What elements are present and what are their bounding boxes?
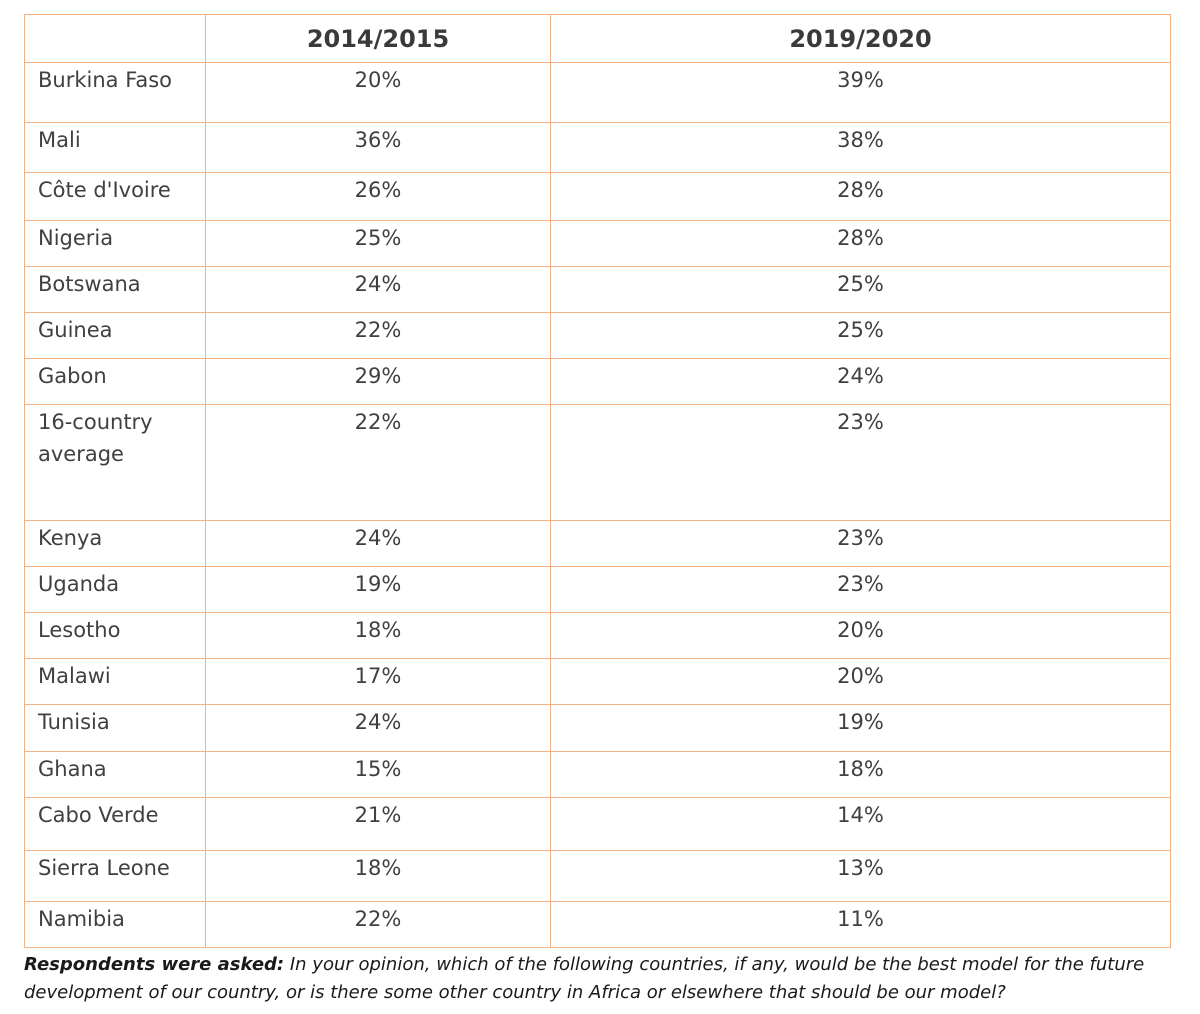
- value-2014-2015-cell: 22%: [205, 901, 551, 948]
- table-row: Ghana 15% 18%: [24, 751, 1171, 798]
- table-row: Burkina Faso 20% 39%: [24, 62, 1171, 123]
- value-2019-2020-cell: 25%: [550, 312, 1171, 359]
- table-row: Malawi 17% 20%: [24, 658, 1171, 705]
- country-cell: Ghana: [24, 751, 206, 798]
- header-cell-2014-2015: 2014/2015: [205, 14, 551, 63]
- country-cell: Malawi: [24, 658, 206, 705]
- survey-question-caption: Respondents were asked: In your opinion,…: [24, 951, 1189, 1007]
- value-2014-2015-cell: 21%: [205, 797, 551, 851]
- value-2014-2015-cell: 18%: [205, 850, 551, 902]
- value-2019-2020-cell: 18%: [550, 751, 1171, 798]
- table-row: Cabo Verde 21% 14%: [24, 797, 1171, 851]
- value-2019-2020-cell: 13%: [550, 850, 1171, 902]
- table-row: Gabon 29% 24%: [24, 358, 1171, 405]
- value-2019-2020-cell: 20%: [550, 612, 1171, 659]
- country-cell: Tunisia: [24, 704, 206, 752]
- value-2019-2020-cell: 38%: [550, 122, 1171, 173]
- value-2019-2020-cell: 14%: [550, 797, 1171, 851]
- value-2019-2020-cell: 23%: [550, 404, 1171, 521]
- value-2014-2015-cell: 24%: [205, 266, 551, 313]
- table-row: Uganda 19% 23%: [24, 566, 1171, 613]
- country-cell: Côte d'Ivoire: [24, 172, 206, 221]
- country-cell: Sierra Leone: [24, 850, 206, 902]
- value-2014-2015-cell: 29%: [205, 358, 551, 405]
- table-row: Guinea 22% 25%: [24, 312, 1171, 359]
- header-row: 2014/2015 2019/2020: [24, 14, 1171, 63]
- value-2019-2020-cell: 20%: [550, 658, 1171, 705]
- value-2014-2015-cell: 24%: [205, 520, 551, 567]
- value-2019-2020-cell: 24%: [550, 358, 1171, 405]
- country-cell: Lesotho: [24, 612, 206, 659]
- value-2014-2015-cell: 19%: [205, 566, 551, 613]
- value-2014-2015-cell: 24%: [205, 704, 551, 752]
- value-2019-2020-cell: 19%: [550, 704, 1171, 752]
- value-2014-2015-cell: 22%: [205, 404, 551, 521]
- header-cell-country: [24, 14, 206, 63]
- country-cell: Cabo Verde: [24, 797, 206, 851]
- value-2019-2020-cell: 11%: [550, 901, 1171, 948]
- value-2019-2020-cell: 23%: [550, 566, 1171, 613]
- table-row: Mali 36% 38%: [24, 122, 1171, 173]
- caption-text: In your opinion, which of the following …: [24, 954, 1145, 1003]
- table-row: Nigeria 25% 28%: [24, 220, 1171, 267]
- value-2019-2020-cell: 39%: [550, 62, 1171, 123]
- value-2014-2015-cell: 17%: [205, 658, 551, 705]
- value-2014-2015-cell: 20%: [205, 62, 551, 123]
- country-cell: Burkina Faso: [24, 62, 206, 123]
- table-row: Tunisia 24% 19%: [24, 704, 1171, 752]
- value-2014-2015-cell: 26%: [205, 172, 551, 221]
- table-row: Namibia 22% 11%: [24, 901, 1171, 948]
- value-2019-2020-cell: 28%: [550, 220, 1171, 267]
- table-row: Kenya 24% 23%: [24, 520, 1171, 567]
- country-cell: Namibia: [24, 901, 206, 948]
- table-row: Sierra Leone 18% 13%: [24, 850, 1171, 902]
- value-2019-2020-cell: 23%: [550, 520, 1171, 567]
- country-cell: Guinea: [24, 312, 206, 359]
- table-row: Côte d'Ivoire 26% 28%: [24, 172, 1171, 221]
- country-cell: 16-country average: [24, 404, 206, 521]
- country-cell: Mali: [24, 122, 206, 173]
- data-table: 2014/2015 2019/2020 Burkina Faso 20% 39% Ma…: [24, 14, 1171, 948]
- table-row: 16-country average 22% 23%: [24, 404, 1171, 521]
- country-cell: Uganda: [24, 566, 206, 613]
- value-2014-2015-cell: 18%: [205, 612, 551, 659]
- table-row: Botswana 24% 25%: [24, 266, 1171, 313]
- table-row: Lesotho 18% 20%: [24, 612, 1171, 659]
- value-2014-2015-cell: 15%: [205, 751, 551, 798]
- value-2014-2015-cell: 25%: [205, 220, 551, 267]
- header-cell-2019-2020: 2019/2020: [550, 14, 1171, 63]
- value-2014-2015-cell: 36%: [205, 122, 551, 173]
- country-cell: Nigeria: [24, 220, 206, 267]
- country-cell: Kenya: [24, 520, 206, 567]
- value-2014-2015-cell: 22%: [205, 312, 551, 359]
- caption-lead: Respondents were asked:: [24, 954, 285, 975]
- country-cell: Gabon: [24, 358, 206, 405]
- value-2019-2020-cell: 28%: [550, 172, 1171, 221]
- country-cell: Botswana: [24, 266, 206, 313]
- value-2019-2020-cell: 25%: [550, 266, 1171, 313]
